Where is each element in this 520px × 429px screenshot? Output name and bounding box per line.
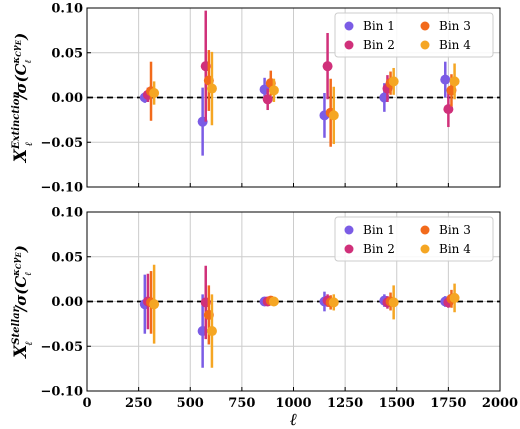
x-tick-label: 250 (125, 396, 152, 411)
legend-marker (344, 225, 354, 235)
legend-marker (344, 40, 354, 50)
series-bin-4 (149, 264, 460, 368)
legend: Bin 1 Bin 2 Bin 3 Bin 4 (334, 12, 494, 58)
data-point (262, 94, 273, 105)
legend-marker (420, 244, 430, 254)
y-tick-label: 0.10 (51, 206, 83, 221)
y-tick-label: −0.10 (40, 385, 83, 400)
legend-label: Bin 4 (439, 242, 471, 256)
y-label-denominator-superscript: C (14, 51, 23, 57)
legend-item: Bin 4 (420, 242, 471, 256)
data-point (443, 104, 454, 115)
x-tick-label: 750 (228, 396, 255, 411)
y-label-denominator-subscript: ℓ (24, 59, 34, 63)
y-label-superscript: Extinction (11, 91, 22, 150)
legend-marker (344, 21, 354, 31)
y-label-symbol: X (11, 148, 31, 163)
y-label-subscript: ℓ (24, 341, 35, 345)
y-label-denominator-subscript: ℓ (24, 272, 34, 276)
legend-label: Bin 4 (439, 38, 471, 52)
legend-marker (344, 244, 354, 254)
legend-label: Bin 2 (363, 38, 395, 52)
y-label-close-paren: ) (12, 245, 30, 253)
legend: Bin 1 Bin 2 Bin 3 Bin 4 (334, 216, 494, 262)
data-point (388, 297, 399, 308)
legend-label: Bin 1 (363, 223, 395, 237)
data-point (440, 74, 451, 85)
series-bin-1 (139, 61, 451, 156)
y-tick-label: −0.10 (40, 181, 83, 196)
y-tick-label: 0.05 (51, 46, 83, 61)
legend-item: Bin 1 (344, 19, 395, 33)
data-point (268, 296, 279, 307)
series-bin-4 (149, 51, 460, 145)
x-tick-label: 1000 (275, 396, 311, 411)
data-point (328, 297, 339, 308)
y-label-symbol: X (11, 344, 31, 359)
legend-marker (420, 225, 430, 235)
y-label-denominator-superscript: E (14, 39, 23, 46)
y-label-denominator-superscript: C (14, 263, 23, 269)
y-tick-label: 0.05 (51, 250, 83, 265)
legend-item: Bin 2 (344, 38, 395, 52)
x-tick-label: 1250 (327, 396, 363, 411)
legend-marker (420, 40, 430, 50)
y-label-denominator-superscript: γ (12, 256, 22, 263)
y-tick-label: −0.05 (40, 136, 83, 151)
data-point (268, 85, 279, 96)
y-axis-label: XExtinction ℓ/σ(CℓκCγE) (11, 33, 35, 163)
legend-label: Bin 2 (363, 242, 395, 256)
series-bin-1 (139, 274, 451, 368)
legend-label: Bin 3 (439, 223, 471, 237)
legend-item: Bin 3 (420, 19, 471, 33)
x-tick-label: 1500 (379, 396, 415, 411)
x-axis-label: ℓ (290, 410, 297, 429)
x-tick-label: 2000 (482, 396, 518, 411)
y-label-denominator-superscript: E (14, 252, 23, 259)
data-point (206, 83, 217, 94)
legend-label: Bin 3 (439, 19, 471, 33)
legend-label: Bin 1 (363, 19, 395, 33)
y-label-subscript: ℓ (24, 142, 35, 146)
x-tick-label: 500 (177, 396, 204, 411)
legend-item: Bin 2 (344, 242, 395, 256)
legend-item: Bin 3 (420, 223, 471, 237)
y-label-denominator: /σ(C (12, 276, 30, 314)
data-point (149, 88, 160, 99)
y-tick-label: 0.10 (51, 2, 83, 17)
y-label-close-paren: ) (12, 33, 30, 41)
x-tick-label: 0 (82, 396, 91, 411)
legend-frame (334, 216, 494, 262)
data-point (449, 292, 460, 303)
data-point (206, 326, 217, 337)
y-axis-label: XStellar ℓ/σ(CℓκCγE) (11, 245, 35, 359)
data-point (388, 76, 399, 87)
y-tick-label: 0.00 (51, 91, 83, 106)
y-label-denominator: /σ(C (12, 63, 30, 101)
y-label-denominator-superscript: κ (12, 269, 22, 277)
data-point (149, 299, 160, 310)
x-tick-label: 1750 (430, 396, 466, 411)
y-label-superscript: Stellar (11, 306, 22, 344)
legend-item: Bin 4 (420, 38, 471, 52)
legend-marker (420, 21, 430, 31)
y-label-denominator-superscript: γ (12, 44, 22, 51)
y-tick-label: −0.05 (40, 340, 83, 355)
legend-frame (334, 12, 494, 58)
data-point (449, 76, 460, 87)
series-bin-3 (146, 271, 457, 345)
legend-item: Bin 1 (344, 223, 395, 237)
y-label-denominator-superscript: κ (12, 57, 22, 65)
data-point (322, 61, 333, 72)
y-tick-label: 0.00 (51, 295, 83, 310)
data-point (328, 110, 339, 121)
bottom-panel: −0.10 −0.05 0.00 0.05 0.10 0 250 500 750 1000 1250… (11, 206, 518, 429)
